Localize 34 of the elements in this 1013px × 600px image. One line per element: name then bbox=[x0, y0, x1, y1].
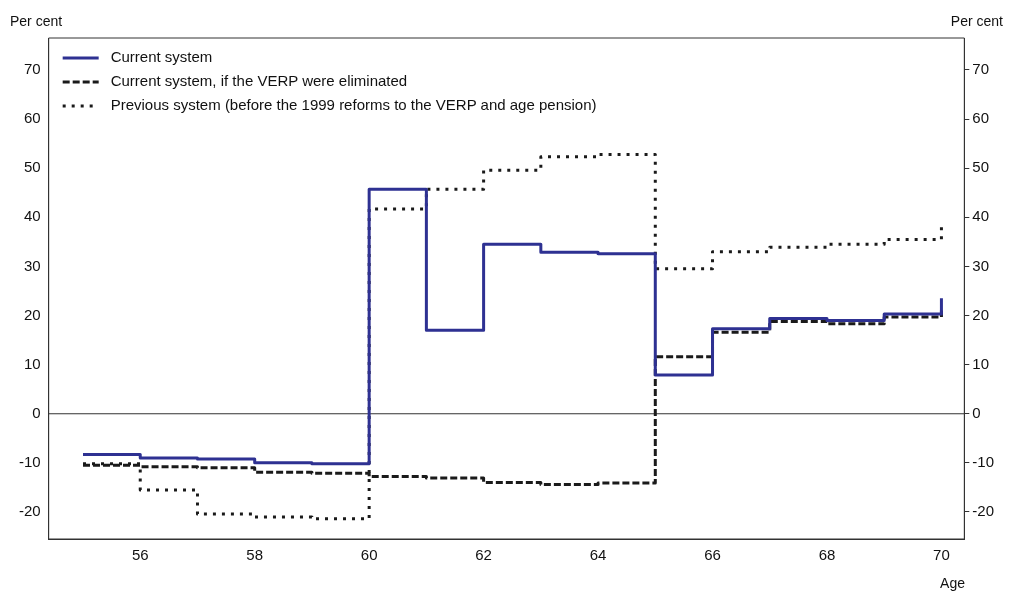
y-tick-label: 50 bbox=[23, 158, 41, 176]
x-tick-label: 56 bbox=[131, 546, 149, 564]
y-tick-label: 20 bbox=[23, 305, 41, 323]
y2-tick-label: 70 bbox=[972, 60, 990, 78]
y-tick-label: -10 bbox=[18, 453, 41, 471]
x-tick-label: 64 bbox=[589, 546, 607, 564]
x-tick-label: 66 bbox=[704, 546, 721, 564]
y2-axis-title: Per cent bbox=[950, 13, 1004, 29]
x-axis-title: Age bbox=[940, 575, 966, 591]
x-tick-label: 60 bbox=[360, 546, 378, 564]
y-tick-label: 70 bbox=[23, 60, 41, 78]
y2-tick-label: 50 bbox=[972, 158, 990, 176]
y-tick-label: 0 bbox=[32, 403, 41, 421]
x-tick-label: 70 bbox=[933, 546, 950, 564]
legend-label: Current system, if the VERP were eliminated bbox=[110, 72, 408, 90]
y-tick-label: 60 bbox=[23, 109, 41, 127]
y2-tick-label: 0 bbox=[972, 403, 981, 421]
y-axis-title: Per cent bbox=[10, 13, 63, 29]
legend-label: Current system bbox=[110, 48, 213, 66]
y2-tick-label: 60 bbox=[972, 109, 990, 127]
y2-tick-label: -20 bbox=[972, 502, 995, 520]
y2-tick-label: 20 bbox=[972, 305, 990, 323]
y-tick-label: -20 bbox=[18, 502, 41, 520]
y-tick-label: 40 bbox=[23, 207, 41, 225]
x-tick-label: 58 bbox=[246, 546, 264, 564]
y2-tick-label: -10 bbox=[972, 453, 995, 471]
x-tick-label: 62 bbox=[475, 546, 492, 564]
y-tick-label: 30 bbox=[23, 256, 41, 274]
y2-tick-label: 10 bbox=[972, 354, 990, 372]
legend-label: Previous system (before the 1999 reforms to the VERP and age pension) bbox=[110, 96, 597, 114]
x-tick-label: 68 bbox=[818, 546, 836, 564]
y-tick-label: 10 bbox=[23, 354, 41, 372]
y2-tick-label: 30 bbox=[972, 256, 990, 274]
y2-tick-label: 40 bbox=[972, 207, 990, 225]
